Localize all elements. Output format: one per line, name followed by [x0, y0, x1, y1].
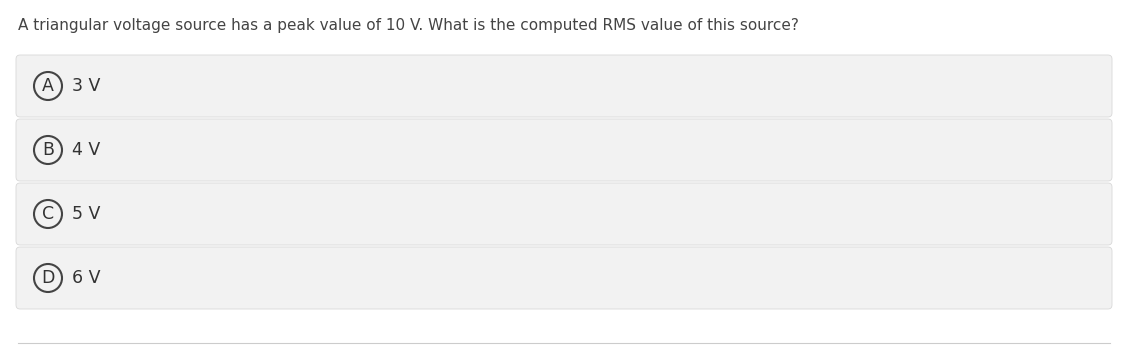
Text: A triangular voltage source has a peak value of 10 V. What is the computed RMS v: A triangular voltage source has a peak v…: [18, 18, 799, 33]
Circle shape: [34, 264, 62, 292]
FancyBboxPatch shape: [16, 247, 1112, 309]
Text: 6 V: 6 V: [72, 269, 100, 287]
Circle shape: [34, 72, 62, 100]
Text: 5 V: 5 V: [72, 205, 100, 223]
FancyBboxPatch shape: [16, 55, 1112, 117]
Circle shape: [34, 136, 62, 164]
Text: D: D: [42, 269, 54, 287]
Text: A: A: [42, 77, 54, 95]
FancyBboxPatch shape: [16, 183, 1112, 245]
Text: C: C: [42, 205, 54, 223]
Text: 4 V: 4 V: [72, 141, 100, 159]
Circle shape: [34, 200, 62, 228]
FancyBboxPatch shape: [16, 119, 1112, 181]
Text: 3 V: 3 V: [72, 77, 100, 95]
Text: B: B: [42, 141, 54, 159]
